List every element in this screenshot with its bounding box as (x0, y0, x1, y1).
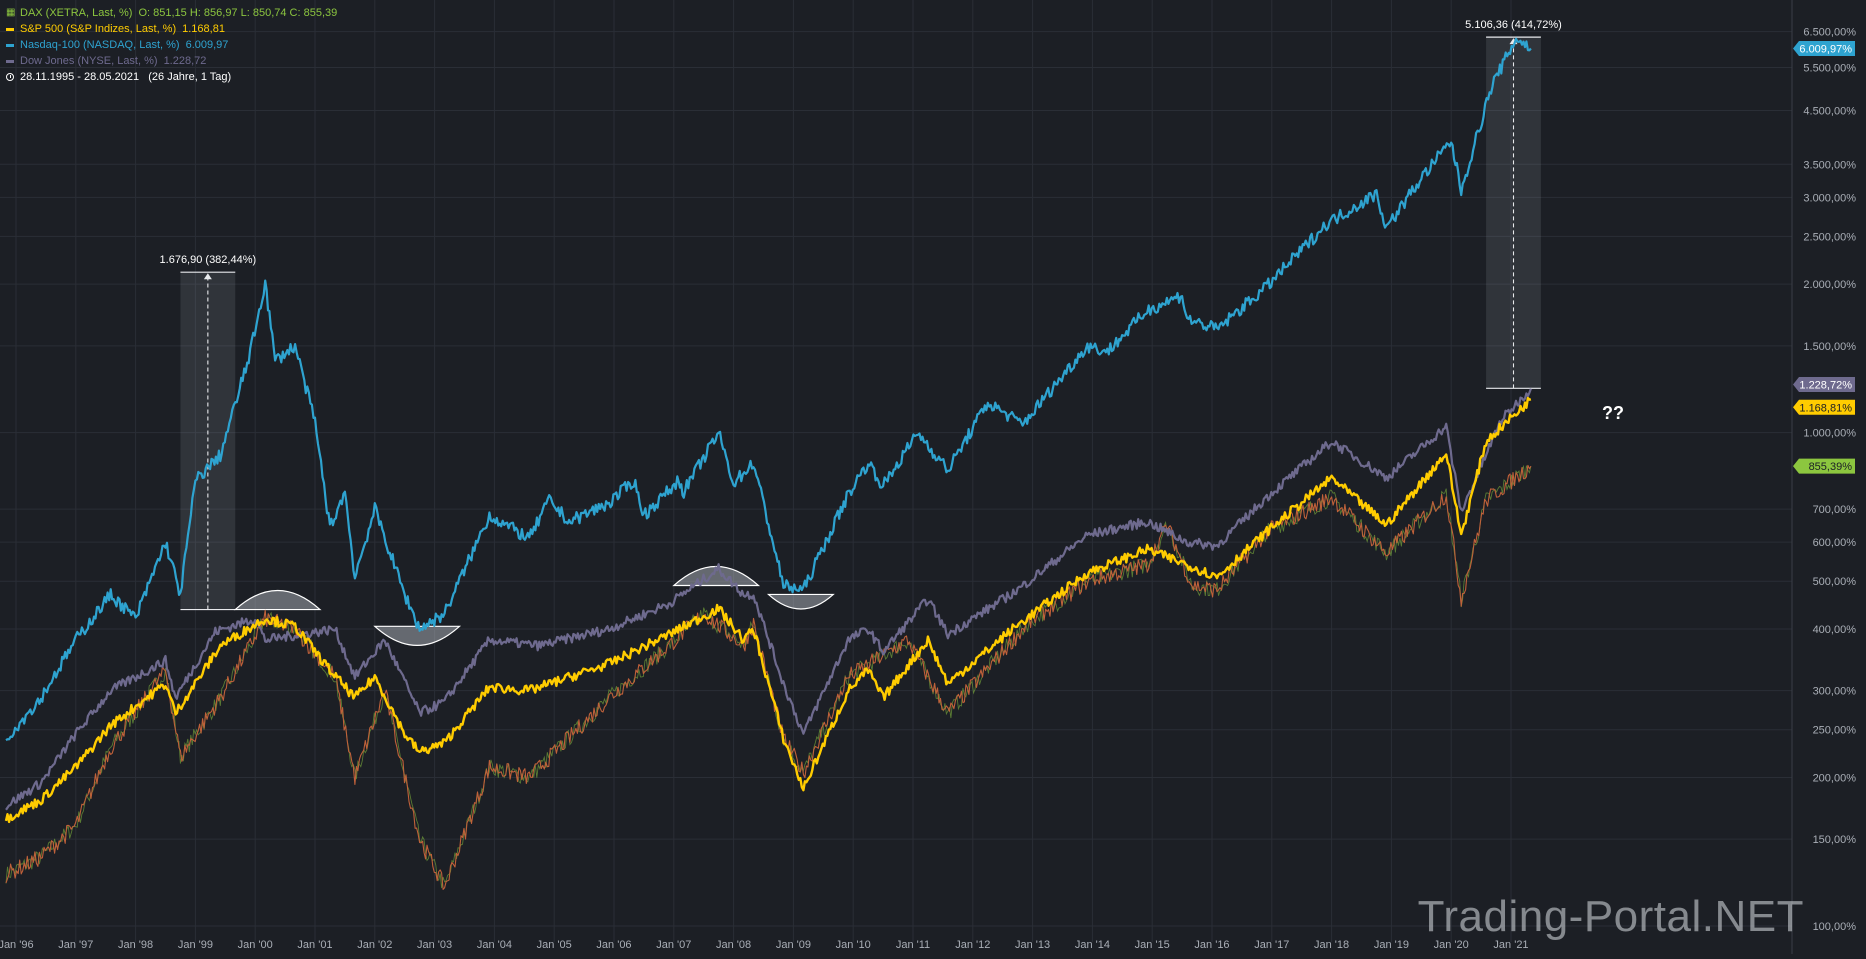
clock-icon (6, 73, 14, 81)
y-tick-label: 250,00% (1813, 725, 1857, 737)
y-tick-label: 700,00% (1813, 504, 1857, 516)
series-line-s-p-500 (4, 396, 1532, 824)
annotation-labels: 1.676,90 (382,44%) 5.106,36 (414,72%) (160, 19, 1562, 266)
legend: ▦ DAX (XETRA, Last, %) O: 851,15 H: 856,… (6, 5, 337, 85)
y-tick-label: 400,00% (1813, 624, 1857, 636)
arc-bottom-4 (766, 593, 835, 610)
x-tick-label: Jan '02 (357, 939, 392, 951)
legend-item-sp500[interactable]: S&P 500 (S&P Indizes, Last, %) 1.168,81 (6, 21, 337, 37)
price-tag-label-3: 1.168,81% (1799, 402, 1852, 414)
x-tick-label: Jan '11 (896, 939, 930, 951)
y-tick-label: 150,00% (1813, 834, 1857, 846)
price-tag-label-4: 855,39% (1809, 461, 1853, 473)
y-tick-label: 6.500,00% (1803, 27, 1856, 39)
x-tick-label: Jan '97 (58, 939, 93, 951)
y-tick-label: 300,00% (1813, 686, 1857, 698)
legend-dow-value: 1.228,72 (163, 55, 207, 67)
price-tag-bg-2 (1793, 377, 1855, 393)
legend-dow-swatch (6, 59, 14, 63)
legend-dax-values: O: 851,15 H: 856,97 L: 850,74 C: 855,39 (138, 7, 338, 19)
x-tick-label: Jan '17 (1254, 939, 1289, 951)
price-tag-label-2: 1.228,72% (1799, 380, 1852, 392)
x-tick-label: Jan '18 (1314, 939, 1349, 951)
legend-item-dax[interactable]: ▦ DAX (XETRA, Last, %) O: 851,15 H: 856,… (6, 5, 337, 21)
x-tick-label: Jan '01 (297, 939, 332, 951)
y-tick-label: 100,00% (1813, 921, 1857, 933)
x-tick-label: Jan '14 (1075, 939, 1110, 951)
x-tick-label: Jan '20 (1434, 939, 1469, 951)
x-tick-label: Jan '10 (836, 939, 871, 951)
x-tick-label: Jan '21 (1493, 939, 1528, 951)
series-line-dax-shadow (5, 464, 1532, 889)
x-tick-label: Jan '09 (776, 939, 811, 951)
y-tick-label: 2.500,00% (1803, 231, 1856, 243)
price-tag-label-1: 6.009,97% (1799, 43, 1852, 55)
price-labels: 6.009,97% 1.228,72% 1.168,81% 855,39% (1793, 40, 1855, 474)
series-line-nasdaq-100 (5, 37, 1532, 742)
x-tick-label: Jan '05 (537, 939, 572, 951)
x-tick-label: Jan '00 (238, 939, 273, 951)
question-marks-annotation: ?? (1602, 403, 1624, 423)
annotation-layer (180, 36, 1541, 646)
series-line-dow-jones (5, 388, 1532, 811)
y-axis-panel (1792, 0, 1866, 954)
y-tick-label: 5.500,00% (1803, 62, 1856, 74)
x-tick-label: Jan '12 (955, 939, 990, 951)
x-tick-label: Jan '08 (716, 939, 751, 951)
measure-label-2: 5.106,36 (414,72%) (1465, 19, 1562, 31)
price-tag-bg-3 (1793, 399, 1855, 415)
y-tick-label: 500,00% (1813, 576, 1857, 588)
x-axis[interactable]: Jan '96 Jan '97 Jan '98 Jan '99 Jan '00 Jan '… (0, 939, 1529, 951)
arc-top-1 (233, 590, 322, 611)
legend-item-nasdaq[interactable]: Nasdaq-100 (NASDAQ, Last, %) 6.009,97 (6, 37, 337, 53)
series-layer (4, 37, 1532, 890)
x-tick-label: Jan '04 (477, 939, 512, 951)
price-tag-bg-1 (1793, 40, 1855, 56)
date-range-text: 28.11.1995 - 28.05.2021 (26 Jahre, 1 Tag… (20, 71, 232, 83)
y-tick-label: 2.000,00% (1803, 279, 1856, 291)
y-tick-label: 3.000,00% (1803, 192, 1856, 204)
legend-sp500-value: 1.168,81 (182, 23, 225, 35)
x-tick-label: Jan '16 (1194, 939, 1229, 951)
y-axis[interactable]: 100,00% 150,00% 200,00% 250,00% 300,00% 400,0… (1791, 0, 1866, 954)
y-tick-label: 1.000,00% (1803, 428, 1856, 440)
legend-dow-label: Dow Jones (NYSE, Last, %) (20, 55, 158, 67)
bar-chart-icon: ▦ (6, 7, 16, 18)
x-tick-label: Jan '06 (596, 939, 631, 951)
x-tick-label: Jan '99 (178, 939, 213, 951)
x-tick-label: Jan '03 (417, 939, 452, 951)
legend-nasdaq-value: 6.009,97 (185, 39, 229, 51)
arc-bottom-2 (373, 625, 462, 646)
y-tick-label: 3.500,00% (1803, 159, 1856, 171)
measure-arrowhead-1 (203, 273, 212, 280)
y-tick-label: 4.500,00% (1803, 105, 1856, 117)
price-tag-bg-4 (1793, 458, 1855, 474)
legend-nasdaq-label: Nasdaq-100 (NASDAQ, Last, %) (20, 39, 180, 51)
watermark: Trading-Portal.NET (1417, 892, 1804, 941)
legend-sp500-label: S&P 500 (S&P Indizes, Last, %) (20, 23, 177, 35)
legend-date-range[interactable]: 28.11.1995 - 28.05.2021 (26 Jahre, 1 Tag… (6, 69, 337, 85)
legend-item-dow[interactable]: Dow Jones (NYSE, Last, %) 1.228,72 (6, 53, 337, 69)
x-tick-label: Jan '07 (656, 939, 691, 951)
y-tick-label: 1.500,00% (1803, 341, 1856, 353)
legend-dax-label: DAX (XETRA, Last, %) (20, 7, 133, 19)
x-tick-label: Jan '96 (0, 939, 34, 951)
x-tick-label: Jan '98 (118, 939, 153, 951)
x-tick-label: Jan '13 (1015, 939, 1050, 951)
legend-sp500-swatch (6, 27, 14, 31)
x-tick-label: Jan '19 (1374, 939, 1409, 951)
x-tick-label: Jan '15 (1135, 939, 1170, 951)
legend-nasdaq-swatch (6, 43, 14, 47)
y-tick-label: 600,00% (1813, 537, 1857, 549)
measure-label-1: 1.676,90 (382,44%) (160, 254, 257, 266)
y-tick-label: 200,00% (1813, 772, 1857, 784)
